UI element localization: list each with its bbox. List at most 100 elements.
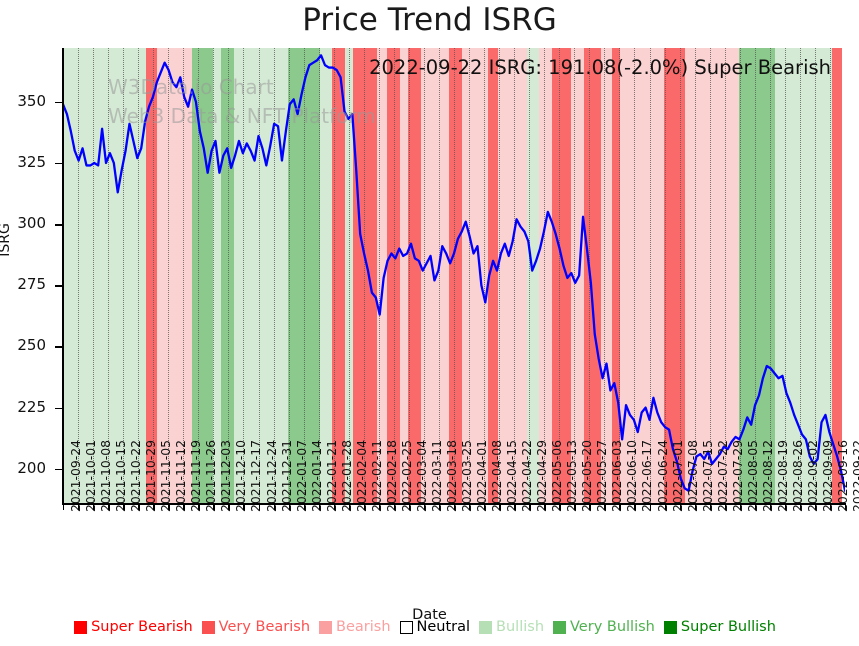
x-tick-mark [153, 504, 155, 510]
sentiment-band [287, 48, 297, 503]
x-tick-label: 2022-05-27 [594, 439, 610, 512]
gridline-vertical [393, 48, 395, 503]
x-tick-label: 2022-09-02 [804, 439, 820, 512]
x-tick-label: 2022-08-19 [774, 439, 790, 512]
legend-item[interactable]: Super Bullish [663, 619, 776, 635]
x-tick-label: 2022-02-04 [353, 439, 369, 512]
sentiment-band [449, 48, 463, 503]
legend-item[interactable]: Bullish [479, 619, 544, 635]
gridline-vertical [694, 48, 696, 503]
gridline-vertical [183, 48, 185, 503]
sentiment-band [584, 48, 602, 503]
legend-item[interactable]: Super Bearish [74, 619, 193, 635]
x-tick-mark [138, 504, 140, 510]
gridline-vertical [709, 48, 711, 503]
x-tick-label: 2021-10-22 [128, 439, 144, 512]
sentiment-band [352, 48, 378, 503]
legend-swatch-icon [201, 620, 215, 634]
sentiment-band [63, 48, 82, 503]
x-tick-label: 2022-01-28 [338, 439, 354, 512]
x-tick-mark [363, 504, 366, 510]
gridline-vertical [559, 48, 561, 503]
x-tick-label: 2022-01-07 [293, 439, 309, 512]
x-tick-mark [454, 504, 456, 510]
x-tick-label: 2021-12-03 [218, 439, 234, 512]
x-tick-label: 2022-06-03 [609, 439, 625, 512]
sentiment-band-layer [63, 48, 845, 503]
x-tick-mark [499, 504, 501, 510]
x-tick-mark [829, 504, 832, 510]
gridline-vertical [739, 48, 741, 503]
gridline-vertical [814, 48, 816, 503]
gridline-vertical [153, 48, 155, 503]
y-tick-mark [55, 224, 62, 226]
sentiment-band [488, 48, 499, 503]
x-tick-mark [559, 504, 561, 510]
x-tick-label: 2022-05-13 [564, 439, 580, 512]
sentiment-band [221, 48, 235, 503]
x-tick-label: 2022-02-11 [368, 439, 384, 512]
x-tick-label: 2021-12-24 [263, 439, 279, 512]
x-tick-label: 2022-03-11 [428, 439, 444, 512]
gridline-vertical [454, 48, 455, 503]
x-tick-label: 2022-07-22 [714, 439, 730, 512]
x-tick-label: 2021-11-12 [173, 439, 189, 512]
sentiment-band [331, 48, 346, 503]
y-tick-mark [55, 162, 62, 165]
legend-item[interactable]: Very Bearish [201, 619, 310, 635]
x-tick-mark [168, 504, 170, 510]
gridline-vertical [754, 48, 756, 503]
latest-quote-annotation: 2022-09-22 ISRG: 191.08(-2.0%) Super Bea… [369, 56, 831, 79]
x-tick-mark [514, 504, 516, 510]
x-tick-mark [739, 504, 742, 510]
legend-item[interactable]: Bearish [319, 619, 391, 635]
sentiment-band [408, 48, 422, 503]
legend-item[interactable]: Neutral [399, 619, 470, 635]
x-tick-label: 2022-04-15 [504, 439, 520, 512]
gridline-vertical [634, 48, 636, 503]
x-tick-mark [423, 504, 426, 510]
x-tick-label: 2021-11-05 [158, 439, 174, 512]
x-tick-mark [273, 504, 275, 510]
price-line-svg [63, 54, 845, 492]
gridline-vertical [799, 48, 801, 503]
gridline-vertical [168, 48, 170, 503]
x-tick-mark [408, 504, 411, 510]
sentiment-band [685, 48, 712, 503]
x-tick-label: 2022-08-12 [759, 439, 775, 512]
y-tick-label: 325 [17, 152, 46, 171]
x-tick-label: 2021-10-01 [83, 439, 99, 512]
page-title: Price Trend ISRG [302, 2, 557, 38]
y-tick-label: 300 [17, 214, 46, 233]
gridline-vertical [544, 48, 546, 503]
x-tick-label: 2022-09-16 [834, 439, 850, 512]
gridline-vertical [243, 48, 245, 503]
y-tick-label: 225 [17, 397, 46, 416]
sentiment-band [400, 48, 409, 503]
y-tick-label: 350 [17, 91, 46, 110]
legend-item[interactable]: Very Bullish [553, 619, 655, 635]
gridline-vertical [123, 48, 125, 503]
x-tick-label: 2021-11-19 [188, 439, 204, 512]
sentiment-band [739, 48, 760, 503]
x-tick-mark [754, 504, 757, 510]
x-tick-mark [664, 504, 666, 510]
x-tick-label: 2022-07-08 [684, 439, 700, 512]
x-tick-mark [183, 504, 185, 510]
gridline-vertical [499, 48, 501, 503]
sentiment-band [320, 48, 333, 503]
sentiment-band [620, 48, 637, 503]
x-tick-label: 2022-04-29 [534, 439, 550, 512]
x-tick-mark [243, 504, 245, 510]
x-tick-label: 2022-06-10 [624, 439, 640, 512]
x-tick-mark [604, 504, 606, 510]
x-tick-mark [93, 504, 95, 510]
x-tick-label: 2022-06-17 [639, 439, 655, 512]
gridline-vertical [288, 48, 290, 503]
legend-label: Bearish [336, 619, 391, 635]
x-tick-mark [198, 504, 200, 510]
x-tick-mark [123, 504, 125, 510]
gridline-vertical [529, 48, 531, 503]
gridline-vertical [604, 48, 606, 503]
x-tick-mark [814, 504, 817, 510]
